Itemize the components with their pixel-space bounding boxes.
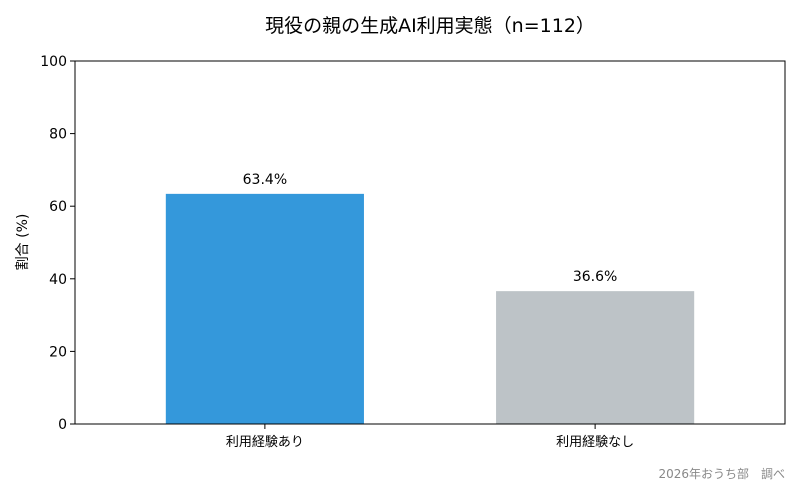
y-tick-label: 80 <box>49 127 67 143</box>
y-tick-label: 0 <box>58 417 67 433</box>
x-tick-label: 利用経験あり <box>226 435 304 450</box>
y-axis-label: 割合 (%) <box>14 214 31 271</box>
bar <box>165 193 364 424</box>
y-tick-label: 100 <box>40 54 67 70</box>
bar <box>496 291 695 424</box>
plot-frame <box>74 60 786 425</box>
chart-title: 現役の親の生成AI利用実態（n=112） <box>265 15 595 37</box>
x-tick-label: 利用経験なし <box>556 435 634 450</box>
data-label: 63.4% <box>243 172 287 188</box>
y-tick-label: 20 <box>49 344 67 360</box>
y-tick-label: 60 <box>49 199 67 215</box>
y-tick-label: 40 <box>49 272 67 288</box>
data-label: 36.6% <box>573 269 617 285</box>
source-note: 2026年おうち部 調べ <box>658 466 785 481</box>
